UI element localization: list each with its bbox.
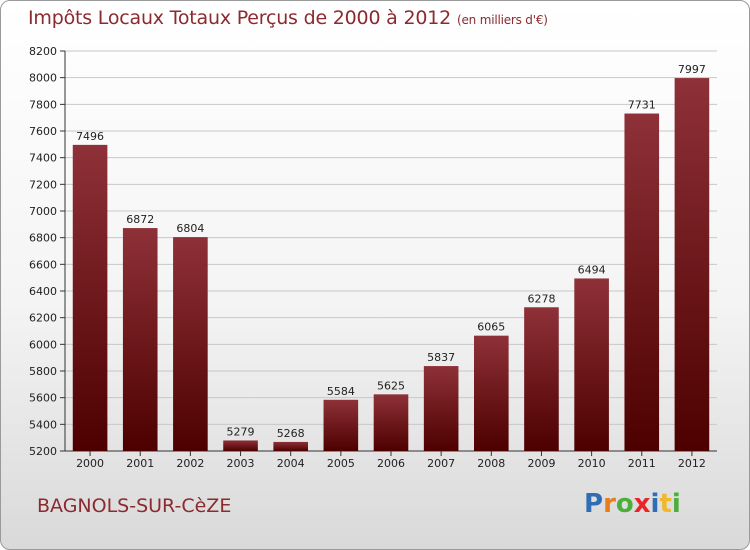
x-tick-label-2005: 2005 <box>327 457 355 470</box>
y-tick-label: 6200 <box>29 312 57 325</box>
value-label-2007: 5837 <box>427 351 455 364</box>
x-tick-label-2004: 2004 <box>277 457 305 470</box>
bar-2002 <box>173 237 208 451</box>
x-tick-label-2010: 2010 <box>578 457 606 470</box>
value-label-2005: 5584 <box>327 385 355 398</box>
bar-2003 <box>223 440 258 451</box>
bar-2009 <box>524 307 559 451</box>
logo-letter: x <box>633 489 651 519</box>
x-tick-label-2001: 2001 <box>126 457 154 470</box>
logo-letter: P <box>584 489 604 519</box>
x-tick-label-2000: 2000 <box>76 457 104 470</box>
bar-2006 <box>373 394 409 451</box>
bar-2000 <box>72 144 108 451</box>
y-tick-label: 7000 <box>29 205 57 218</box>
y-tick-label: 6400 <box>29 285 57 298</box>
y-tick-label: 6000 <box>29 338 57 351</box>
labels: 5200 5400 5600 5800 6000 6200 6400 6600 6800 7000… <box>29 45 706 470</box>
x-tick-label-2007: 2007 <box>427 457 455 470</box>
logo-letter: o <box>615 489 634 519</box>
bars <box>72 78 710 452</box>
bar-2007 <box>423 366 459 451</box>
y-tick-label: 5200 <box>29 445 57 458</box>
y-tick-label: 5800 <box>29 365 57 378</box>
bar-2010 <box>574 278 609 451</box>
bar-2011 <box>624 113 660 452</box>
chart-unit: (en milliers d'€) <box>457 13 548 27</box>
chart-title: Impôts Locaux Totaux Perçus de 2000 à 20… <box>28 7 548 29</box>
logo-letter: r <box>603 489 616 519</box>
y-tick-label: 7600 <box>29 125 57 138</box>
x-tick-label-2006: 2006 <box>377 457 405 470</box>
logo-letter: i <box>671 489 681 519</box>
y-tick-label: 7200 <box>29 178 57 191</box>
bar-2012 <box>674 78 710 452</box>
y-tick-label: 6800 <box>29 232 57 245</box>
x-tick-label-2012: 2012 <box>678 457 706 470</box>
town-name: BAGNOLS-SUR-CèZE <box>37 495 232 517</box>
x-tick-label-2008: 2008 <box>477 457 505 470</box>
value-label-2011: 7731 <box>628 99 656 112</box>
y-tick-label: 8000 <box>29 72 57 85</box>
value-label-2008: 6065 <box>477 321 505 334</box>
y-tick-label: 6600 <box>29 258 57 271</box>
x-tick-label-2002: 2002 <box>176 457 204 470</box>
proxiti-logo: Proxiti <box>584 489 681 519</box>
y-tick-label: 5400 <box>29 418 57 431</box>
x-tick-label-2009: 2009 <box>527 457 555 470</box>
value-label-2002: 6804 <box>176 222 204 235</box>
x-tick-label-2003: 2003 <box>227 457 255 470</box>
logo-letter: t <box>659 489 672 519</box>
y-tick-label: 8200 <box>29 45 57 58</box>
bar-2005 <box>323 399 359 451</box>
x-tick-label-2011: 2011 <box>628 457 656 470</box>
value-label-2001: 6872 <box>126 213 154 226</box>
bar-2004 <box>273 441 308 451</box>
chart-title-text: Impôts Locaux Totaux Perçus de 2000 à 20… <box>28 7 452 29</box>
y-tick-label: 7800 <box>29 98 57 111</box>
value-label-2012: 7997 <box>678 63 706 76</box>
bar-2001 <box>122 228 158 451</box>
value-label-2004: 5268 <box>277 427 305 440</box>
value-label-2000: 7496 <box>76 130 104 143</box>
value-label-2009: 6278 <box>527 292 555 305</box>
y-tick-label: 5600 <box>29 392 57 405</box>
bar-2008 <box>474 335 509 451</box>
value-label-2006: 5625 <box>377 379 405 392</box>
logo-letter: i <box>650 489 660 519</box>
value-label-2010: 6494 <box>578 263 606 276</box>
y-tick-label: 7400 <box>29 152 57 165</box>
value-label-2003: 5279 <box>227 425 255 438</box>
